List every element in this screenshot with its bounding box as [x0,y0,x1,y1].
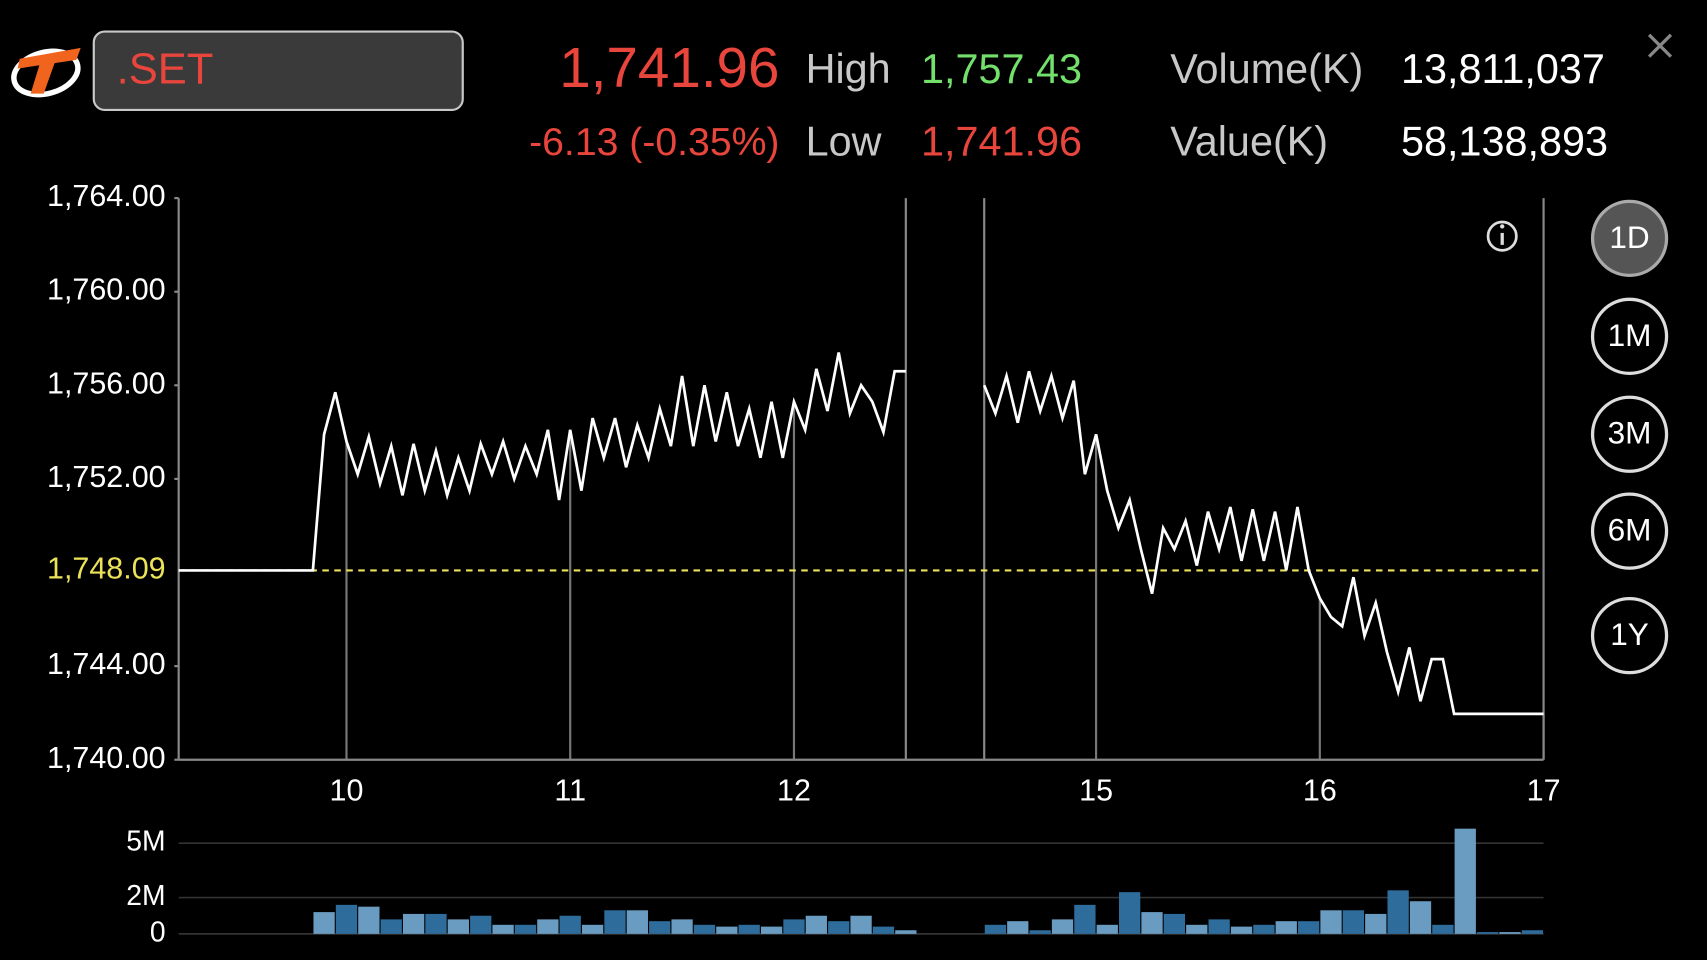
volume-bar [313,912,335,934]
volume-bar [1387,890,1409,934]
volume-bar [693,924,716,934]
volume-bar [1432,924,1454,934]
volume-bar [828,921,850,934]
y-tick-label: 1,744.00 [47,647,166,681]
price-change: -6.13 (-0.35%) [529,121,779,164]
volume-bar [358,906,380,934]
volume-bar [1409,901,1432,934]
range-label[interactable]: 6M [1608,512,1652,548]
volume-bar [1454,828,1476,934]
volume-bar [716,926,738,934]
volume-bar [1051,919,1074,934]
volume-bar [1118,892,1141,934]
volume-bar [470,915,492,934]
range-label[interactable]: 1Y [1610,616,1649,652]
volume-bar [1365,913,1387,934]
volume-bar [1297,921,1320,934]
volume-bar [1029,930,1051,934]
volume-bar [872,926,895,934]
volume-bar [380,919,402,934]
x-tick-label: 17 [1527,773,1561,807]
y-tick-label: 1,756.00 [47,366,166,400]
volume-bar [805,915,827,934]
range-button[interactable] [1590,492,1669,570]
volume-bar [1342,910,1365,934]
range-label[interactable]: 1M [1608,317,1652,353]
high-value: 1,757.43 [921,46,1082,92]
value-label: Value(K) [1170,119,1328,165]
volume-bar [1007,921,1029,934]
price-line [178,352,906,572]
volume-bar [1096,924,1118,934]
volume-bar [671,919,693,934]
volume-bar [604,910,626,934]
volume-bar [1230,926,1253,934]
range-label[interactable]: 1D [1609,219,1649,255]
range-button[interactable] [1590,597,1669,675]
reference-label: 1,748.09 [47,551,166,585]
value-value: 58,138,893 [1401,119,1608,165]
volume-bar [447,919,469,934]
x-tick-label: 10 [330,773,364,807]
y-tick-label: 1,740.00 [47,741,166,775]
volume-value: 13,811,037 [1401,46,1605,92]
volume-tick-label: 0 [150,915,166,947]
volume-tick-label: 5M [126,825,165,857]
low-value: 1,741.96 [921,119,1082,165]
range-button[interactable] [1590,395,1669,473]
low-label: Low [806,119,882,165]
y-tick-label: 1,752.00 [47,460,166,494]
volume-bar [1320,910,1342,934]
y-tick-label: 1,764.00 [47,179,166,213]
volume-bar [1521,930,1544,934]
symbol: .SET [117,45,214,93]
volume-bar [850,915,872,934]
volume-bar [581,924,604,934]
volume-bar [1208,919,1230,934]
logo [11,47,81,98]
volume-bar [492,924,514,934]
volume-bar [626,910,648,934]
x-tick-label: 12 [777,773,811,807]
range-button[interactable] [1590,297,1669,375]
info-icon[interactable] [1486,220,1518,252]
volume-bar [1275,921,1297,934]
volume-bar [1186,924,1208,934]
volume-bar [1476,932,1499,934]
x-tick-label: 16 [1303,773,1337,807]
volume-bar [514,924,537,934]
volume-bar [1499,932,1521,934]
volume-bar [335,904,358,934]
volume-bar [783,919,805,934]
volume-bar [738,924,760,934]
volume-bar [760,926,783,934]
volume-bar [1163,913,1186,934]
volume-bar [984,924,1007,934]
volume-bar [559,915,581,934]
volume-bar [1074,904,1096,934]
last-price: 1,741.96 [559,36,779,99]
price-line [982,370,1544,716]
search-box[interactable] [92,30,464,112]
volume-bar [649,921,671,934]
volume-bar [402,913,425,934]
y-tick-label: 1,760.00 [47,273,166,307]
volume-bar [1141,912,1163,934]
close-button[interactable] [1647,33,1673,58]
volume-bar [895,930,917,934]
volume-bar [1253,924,1275,934]
volume-label: Volume(K) [1170,46,1363,92]
volume-tick-label: 2M [126,879,165,911]
x-tick-label: 11 [554,773,586,807]
volume-bar [425,913,447,934]
range-button[interactable] [1590,199,1669,278]
range-label[interactable]: 3M [1608,415,1652,451]
x-tick-label: 15 [1079,773,1113,807]
high-label: High [806,46,891,92]
volume-bar [537,919,559,934]
